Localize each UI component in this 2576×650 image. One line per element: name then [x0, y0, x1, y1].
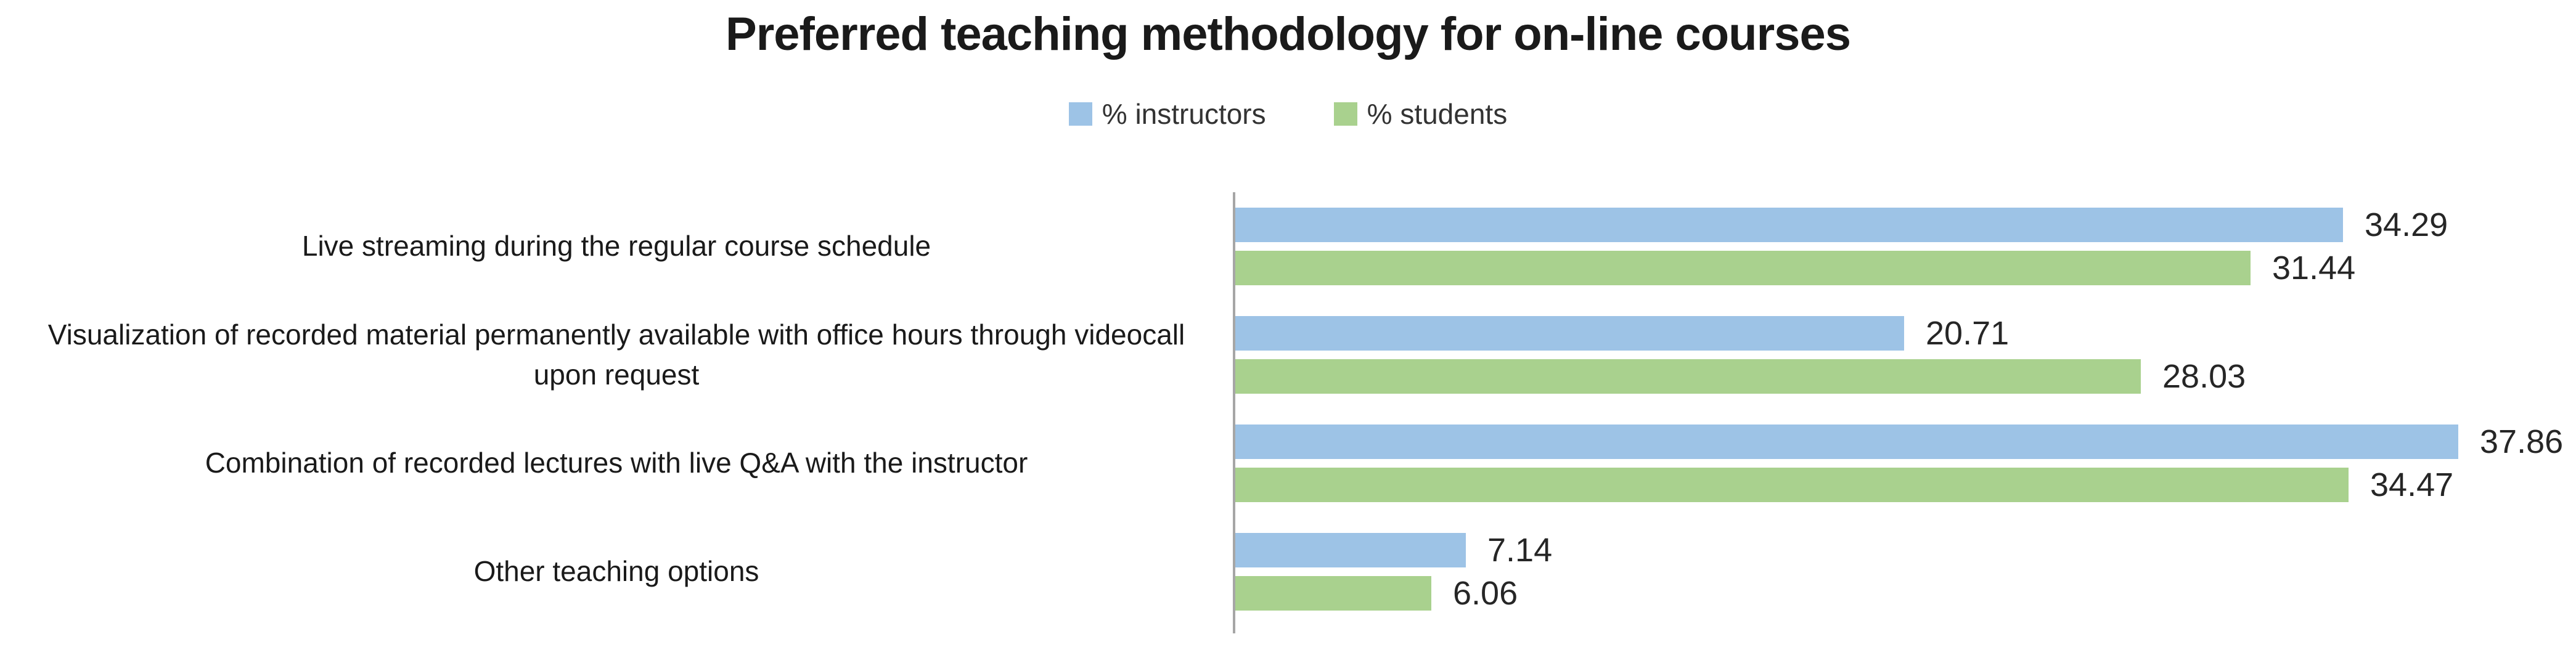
bar	[1235, 533, 1466, 567]
bar-line: 6.06	[1235, 575, 1552, 612]
bar-pair: 37.86 34.47	[1235, 423, 2564, 503]
legend-item-instructors: % instructors	[1068, 97, 1266, 131]
category-label: Live streaming during the regular course…	[301, 230, 931, 262]
plot-area: Live streaming during the regular course…	[0, 192, 2576, 633]
bar	[1235, 576, 1431, 611]
bar-line: 31.44	[1235, 250, 2448, 286]
bar-line: 37.86	[1235, 423, 2564, 460]
legend-label-instructors: % instructors	[1102, 98, 1266, 130]
bar	[1235, 316, 1904, 351]
bar-line: 7.14	[1235, 532, 1553, 569]
category-label: Combination of recorded lectures with li…	[205, 447, 1028, 479]
legend: % instructors % students	[0, 97, 2576, 131]
bar-pair: 34.29 31.44	[1235, 206, 2448, 286]
bar	[1235, 425, 2458, 459]
bar-pair: 20.71 28.03	[1235, 315, 2246, 395]
legend-label-students: % students	[1367, 98, 1508, 130]
bar-line: 34.47	[1235, 466, 2563, 503]
category-label: Other teaching options	[473, 555, 759, 588]
value-label: 6.06	[1453, 575, 1518, 612]
value-label: 7.14	[1487, 532, 1553, 569]
chart-row: Other teaching options 7.14 6.06	[0, 518, 2576, 626]
value-label: 34.29	[2365, 206, 2448, 243]
chart-title: Preferred teaching methodology for on-li…	[726, 8, 1851, 60]
value-label: 37.86	[2480, 423, 2564, 460]
bar-line: 20.71	[1235, 315, 2246, 352]
legend-swatch-students-icon	[1333, 102, 1357, 126]
bar	[1235, 208, 2343, 242]
value-label: 20.71	[1926, 315, 2010, 352]
value-label: 28.03	[2162, 358, 2246, 395]
bar-pair: 7.14 6.06	[1235, 532, 1553, 612]
category-axis-line	[1233, 192, 1235, 633]
chart-row: Visualization of recorded material perma…	[0, 301, 2576, 409]
bar-line: 28.03	[1235, 358, 2246, 395]
chart-row: Live streaming during the regular course…	[0, 192, 2576, 301]
bar	[1235, 251, 2251, 285]
value-label: 34.47	[2370, 466, 2454, 503]
bar	[1235, 468, 2349, 502]
chart-row: Combination of recorded lectures with li…	[0, 409, 2576, 518]
value-label: 31.44	[2272, 250, 2356, 286]
legend-swatch-instructors-icon	[1068, 102, 1092, 126]
legend-item-students: % students	[1333, 97, 1508, 131]
bar-line: 34.29	[1235, 206, 2448, 243]
category-label: Visualization of recorded material perma…	[47, 318, 1185, 391]
bar	[1235, 359, 2141, 394]
